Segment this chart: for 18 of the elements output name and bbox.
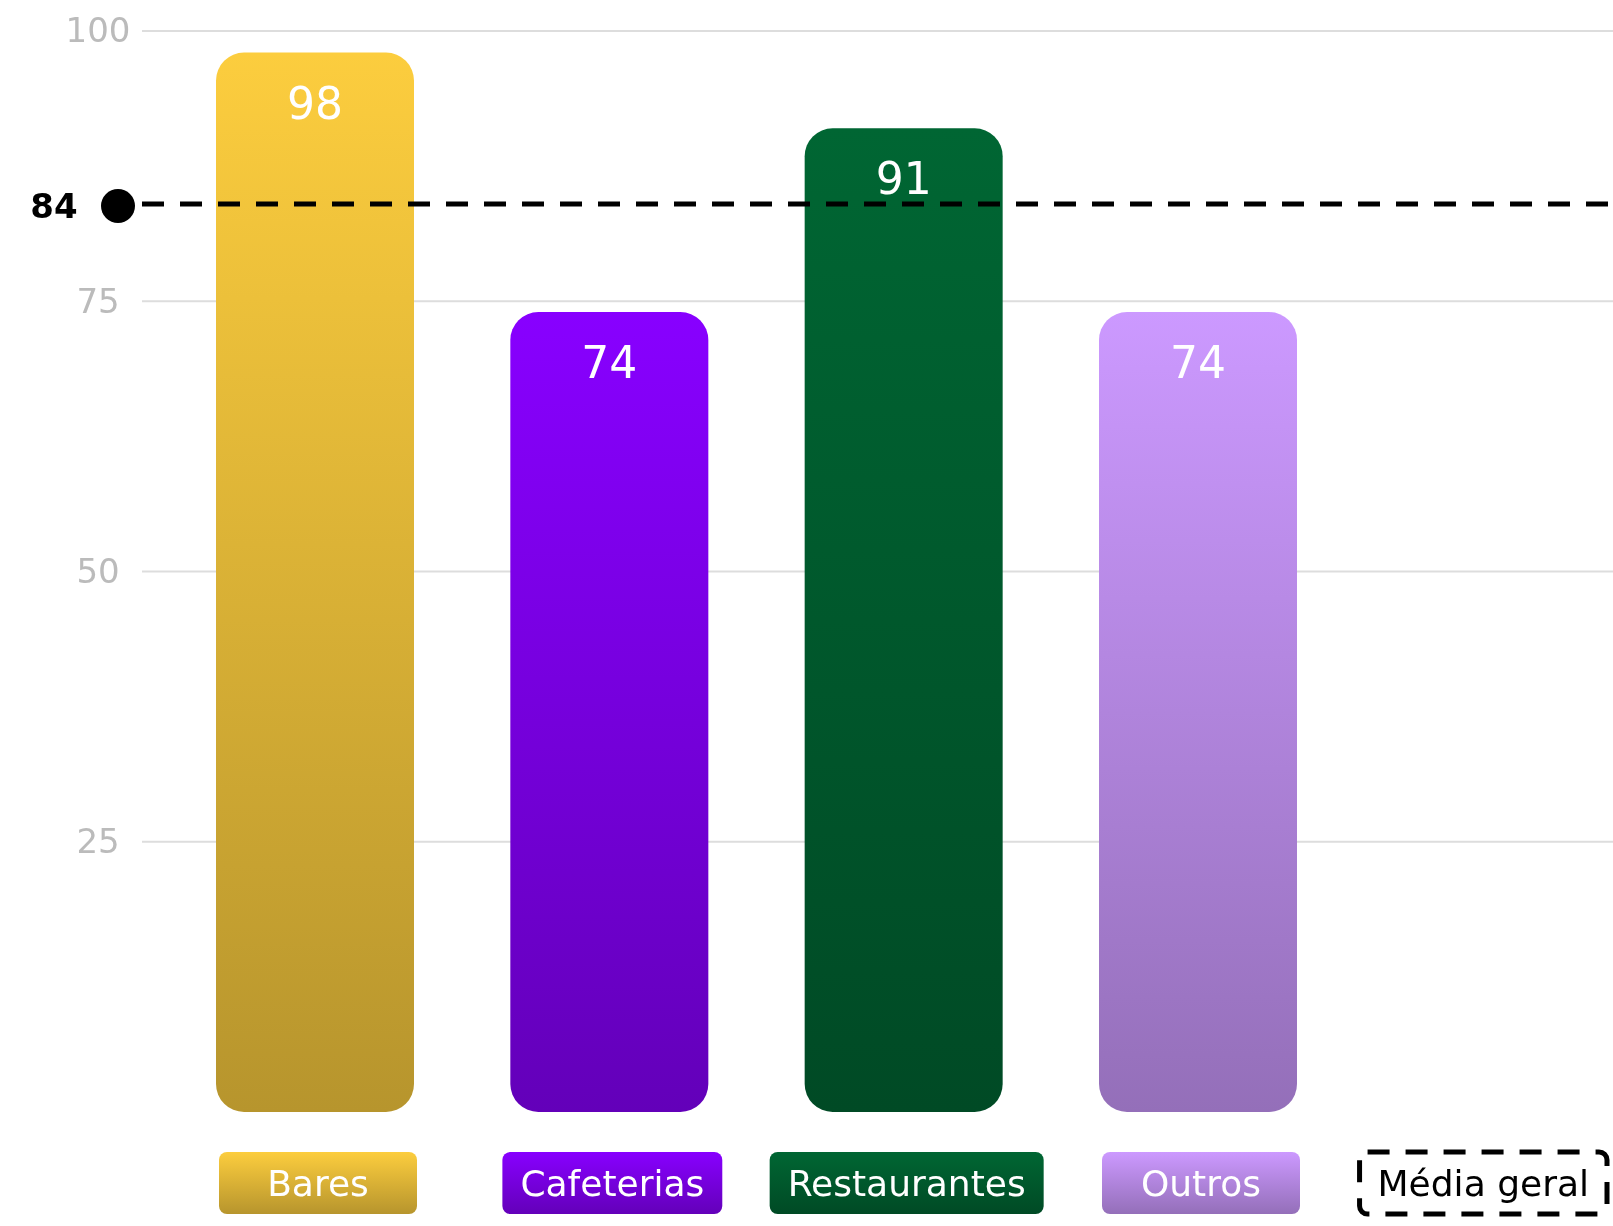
bar bbox=[1099, 312, 1297, 1112]
y-tick-label: 100 bbox=[65, 10, 131, 51]
x-tick-label: Cafeterias bbox=[520, 1163, 705, 1204]
x-tick-label: Bares bbox=[267, 1163, 369, 1204]
y-tick-label: 75 bbox=[76, 280, 120, 321]
data-label: 74 bbox=[581, 337, 638, 389]
bar bbox=[216, 52, 414, 1112]
bar bbox=[510, 312, 709, 1112]
text: 84 bbox=[30, 185, 78, 226]
data-label: 74 bbox=[1170, 337, 1226, 389]
y-tick-label: 50 bbox=[76, 550, 120, 591]
x-tick-label: Outros bbox=[1140, 1163, 1262, 1204]
bar bbox=[804, 128, 1003, 1112]
y-tick-label: 25 bbox=[76, 821, 120, 862]
x-tick-label: Restaurantes bbox=[787, 1163, 1026, 1204]
ref-line-label: Média geral bbox=[1377, 1163, 1589, 1204]
data-label: 91 bbox=[875, 153, 932, 205]
data-label: 98 bbox=[287, 77, 343, 129]
